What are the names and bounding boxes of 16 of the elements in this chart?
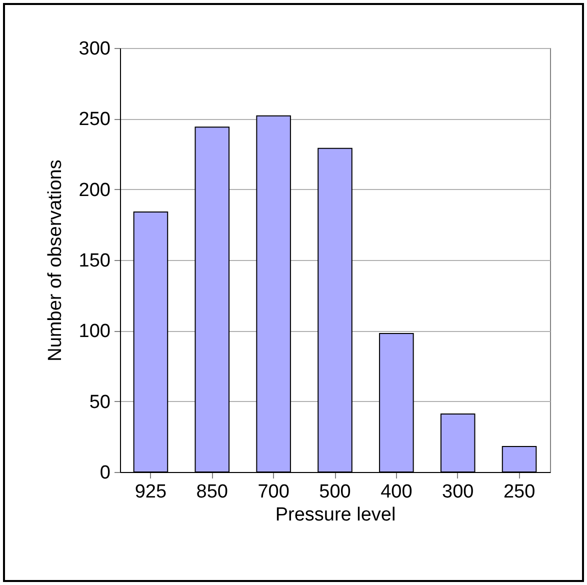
y-tick-label: 200 [78, 180, 110, 201]
x-tick-label: 300 [442, 482, 474, 502]
y-tick-label: 150 [78, 250, 110, 272]
x-tick-label: 850 [196, 482, 228, 502]
y-tick-label: 250 [78, 109, 110, 130]
y-tick-label: 300 [78, 38, 110, 60]
x-tick-label: 400 [380, 482, 412, 502]
x-tick-label: 250 [503, 482, 536, 502]
x-tick-label: 925 [134, 482, 167, 502]
y-tick-label: 100 [78, 321, 110, 342]
y-tick-label: 0 [100, 462, 110, 484]
x-tick-label: 500 [319, 482, 351, 502]
x-tick-label: 700 [258, 482, 290, 502]
x-axis-title: Pressure level [275, 504, 396, 526]
y-axis-title: Number of observations [44, 160, 66, 362]
y-tick-label: 50 [89, 392, 110, 413]
